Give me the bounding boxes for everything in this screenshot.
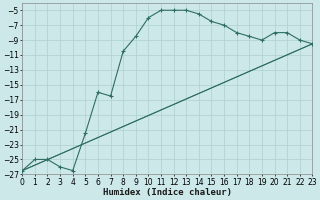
X-axis label: Humidex (Indice chaleur): Humidex (Indice chaleur)	[103, 188, 232, 197]
